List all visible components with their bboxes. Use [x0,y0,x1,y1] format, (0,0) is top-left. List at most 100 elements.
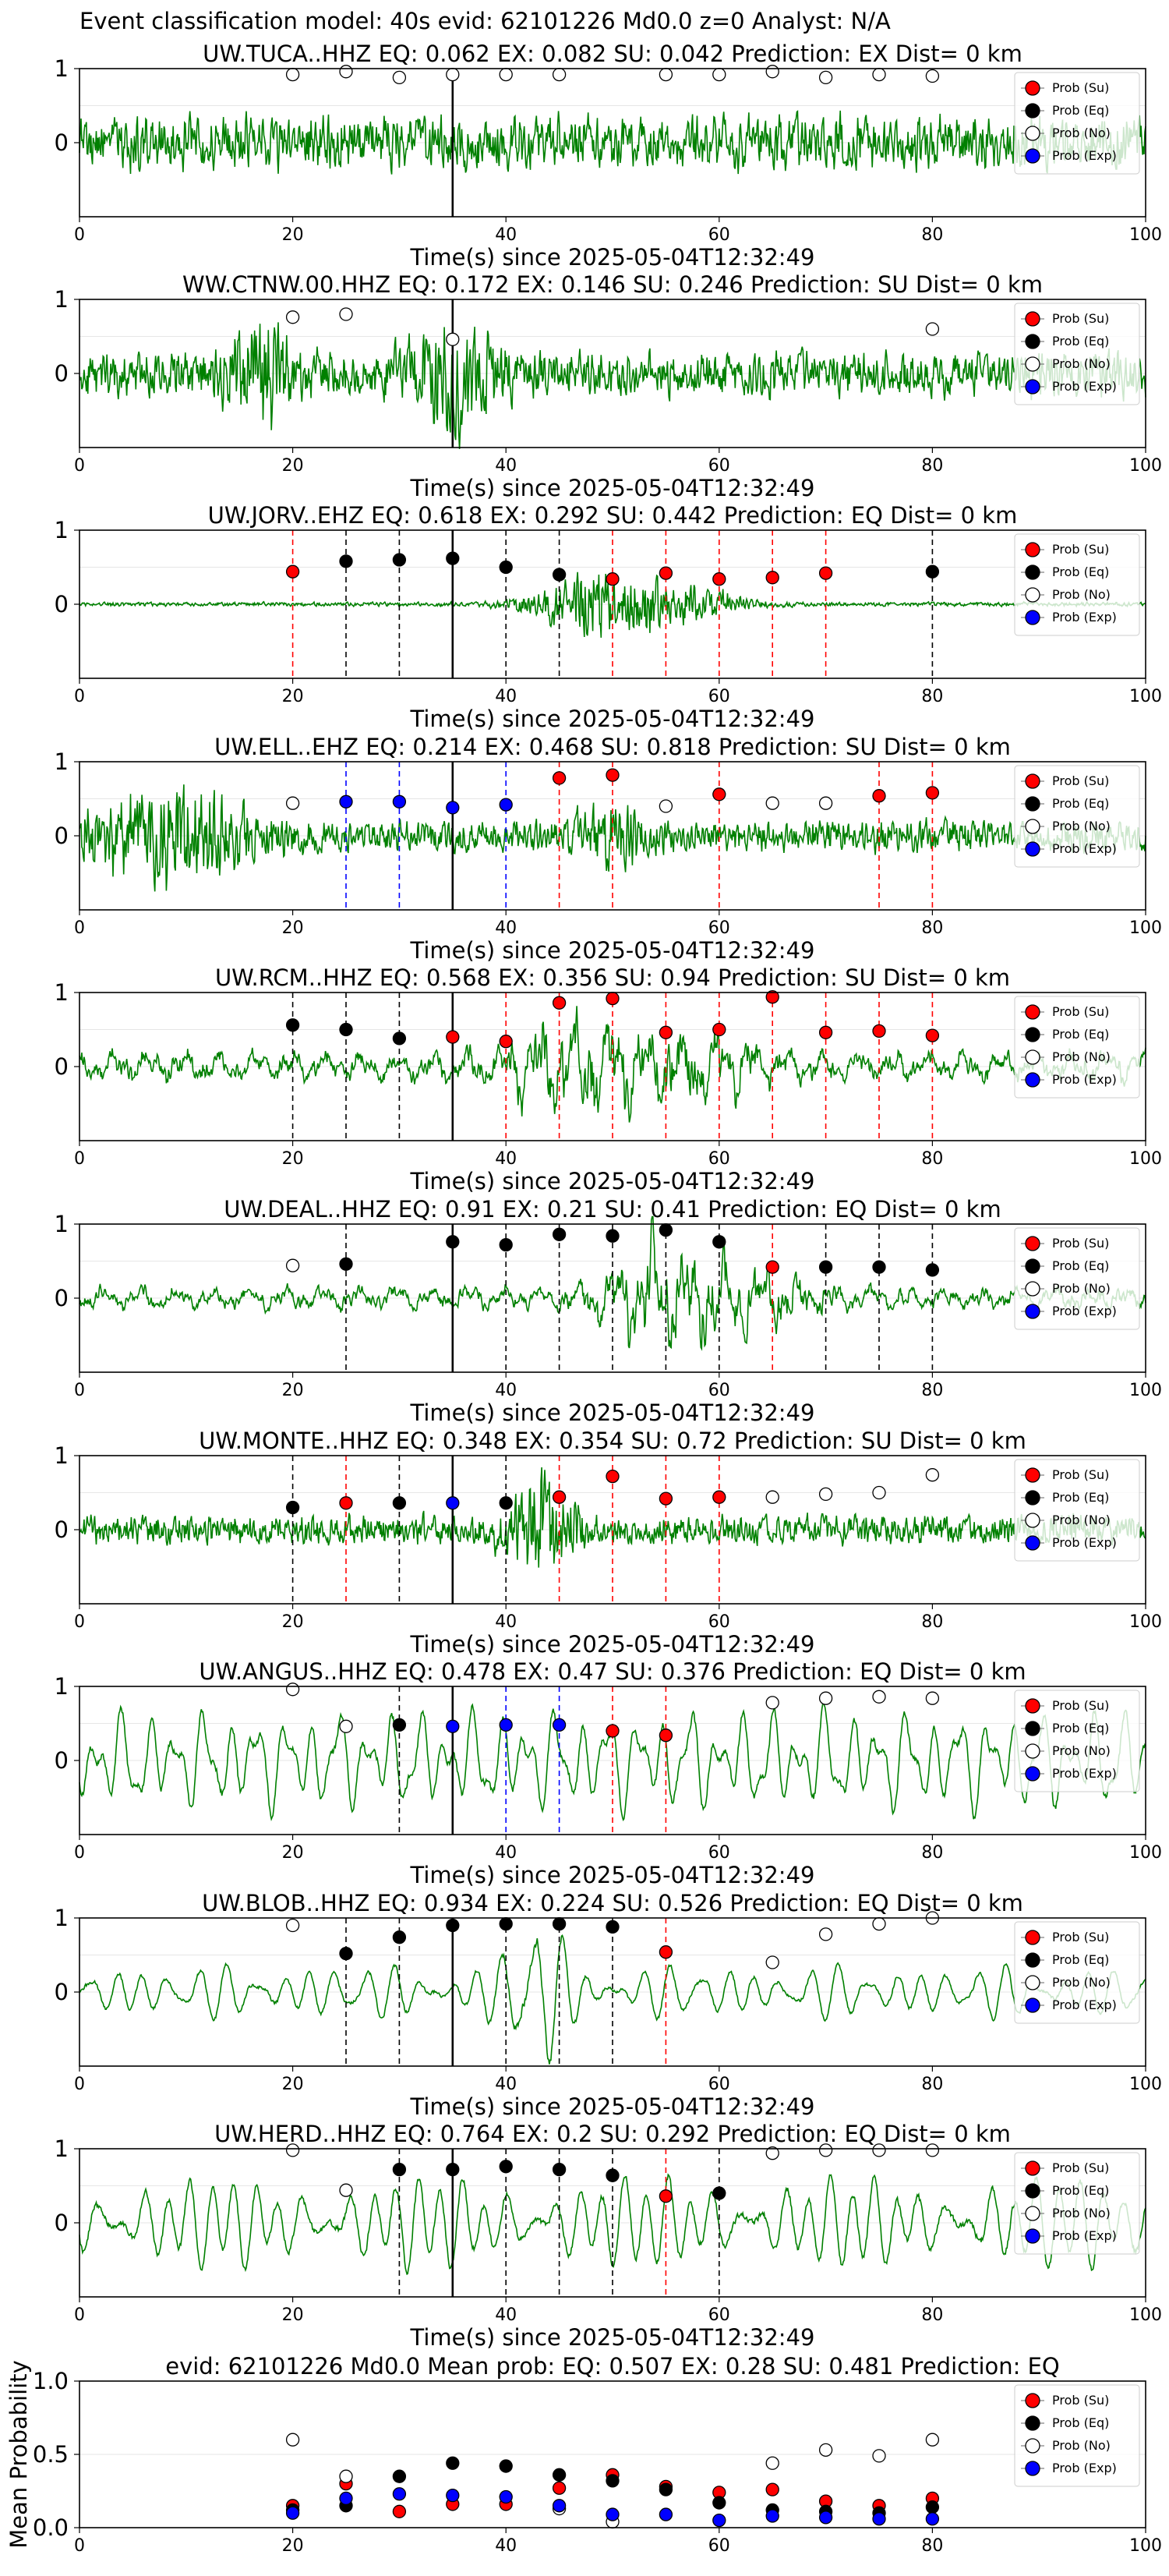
station-panel: UW.HERD..HHZ EQ: 0.764 EX: 0.2 SU: 0.292… [55,2121,1162,2351]
prob-point-eq [392,1718,407,1732]
x-tick-label: 20 [282,1149,304,1169]
prob-point-su [712,1490,726,1504]
legend-label-eq: Prob (Eq) [1052,564,1109,579]
x-tick-label: 40 [495,918,517,938]
prob-point-eq [606,1920,620,1934]
prob-point-no [392,70,407,85]
legend-box [1014,303,1140,405]
axes-frame [79,529,1146,679]
x-tick-label: 0 [74,1843,85,1863]
legend-marker-su [1025,773,1040,789]
prob-point-su [765,1260,779,1274]
legend-label-eq: Prob (Eq) [1052,334,1109,349]
legend-label-su: Prob (Su) [1052,311,1109,326]
waveform-trace [79,110,1146,175]
legend-marker-no [1025,1513,1040,1528]
legend-marker-exp [1025,2461,1040,2476]
mean-prob-point-eq [552,2468,567,2482]
legend-label-eq: Prob (Eq) [1052,1258,1109,1273]
prob-point-no [765,1696,779,1710]
y-tick-label: 0 [55,1516,69,1543]
prob-point-no [285,796,300,810]
legend-label-eq: Prob (Eq) [1052,1027,1109,1042]
prob-point-no [818,1927,833,1941]
prob-point-no [872,1690,886,1704]
legend-box [1014,72,1140,175]
y-tick-label: 1 [55,1211,69,1237]
prob-point-eq [446,2162,460,2177]
station-panel: WW.CTNW.00.HHZ EQ: 0.172 EX: 0.146 SU: 0… [55,271,1162,501]
axes-frame [79,761,1146,911]
legend-box [1014,1227,1140,1330]
panel-title: UW.BLOB..HHZ EQ: 0.934 EX: 0.224 SU: 0.5… [202,1890,1023,1916]
x-tick-label: 40 [495,456,517,476]
legend-label-no: Prob (No) [1052,2438,1111,2453]
legend-marker-eq [1025,1490,1040,1506]
legend-marker-exp [1025,1997,1040,2013]
prob-point-no [765,65,779,79]
prob-point-no [925,69,940,83]
x-tick-label: 20 [282,1612,304,1632]
prob-point-su [552,771,567,785]
y-tick-label: 0 [55,2210,69,2236]
legend-marker-exp [1025,379,1040,395]
x-tick-label: 80 [921,2305,943,2325]
prob-point-su [925,1028,940,1042]
waveform-trace [79,322,1146,449]
prob-point-eq [872,1260,886,1274]
legend-marker-exp [1025,1766,1040,1782]
prob-point-no [339,65,353,79]
legend-marker-no [1025,2438,1040,2454]
x-tick-label: 60 [708,2305,730,2325]
legend-box [1014,2384,1140,2487]
axes-frame [79,1455,1146,1605]
legend-marker-su [1025,2160,1040,2176]
prob-point-no [818,796,833,810]
prob-point-su [659,1729,673,1743]
legend-marker-exp [1025,2228,1040,2244]
x-axis-label: Time(s) since 2025-05-04T12:32:49 [410,2093,815,2120]
legend-label-eq: Prob (Eq) [1052,2415,1109,2430]
x-tick-label: 80 [921,2536,943,2556]
axes-frame [79,1917,1146,2067]
axes-frame [79,2148,1146,2298]
prob-point-su [606,1469,620,1484]
prob-point-su [659,1025,673,1039]
prob-point-no [872,1485,886,1500]
x-tick-label: 0 [74,1612,85,1632]
x-tick-label: 100 [1129,2305,1162,2325]
legend-label-su: Prob (Su) [1052,1698,1109,1713]
prob-point-no [285,1258,300,1272]
mean-prob-point-exp [659,2507,673,2521]
legend-marker-eq [1025,796,1040,812]
prob-point-no [339,2183,353,2197]
x-tick-label: 100 [1129,456,1162,476]
prob-point-eq [606,1229,620,1243]
legend-marker-eq [1025,334,1040,349]
prob-point-no [765,796,779,810]
mean-prob-point-exp [712,2513,726,2528]
prob-point-no [925,1691,940,1705]
prob-point-su [765,571,779,585]
prob-point-su [872,1024,886,1039]
prob-point-no [285,2143,300,2157]
panel-title: UW.HERD..HHZ EQ: 0.764 EX: 0.2 SU: 0.292… [214,2121,1011,2147]
x-tick-label: 60 [708,225,730,245]
prob-point-eq [339,554,353,568]
x-tick-label: 40 [495,225,517,245]
mean-prob-point-exp [499,2489,513,2504]
mean-prob-point-exp [872,2512,886,2526]
x-axis-label: Time(s) since 2025-05-04T12:32:49 [410,1168,815,1194]
x-axis-label: Time(s) since 2025-05-04T12:32:49 [410,1399,815,1426]
x-tick-label: 60 [708,456,730,476]
waveform-trace [79,1934,1146,2065]
y-tick-label: 0 [55,591,69,617]
x-tick-label: 60 [708,2075,730,2094]
x-tick-label: 40 [495,687,517,706]
axes-frame [79,1686,1146,1835]
y-tick-label: 1 [55,979,69,1006]
x-tick-label: 20 [282,2075,304,2094]
prob-point-eq [659,1223,673,1237]
mean-prob-point-eq [659,2482,673,2496]
